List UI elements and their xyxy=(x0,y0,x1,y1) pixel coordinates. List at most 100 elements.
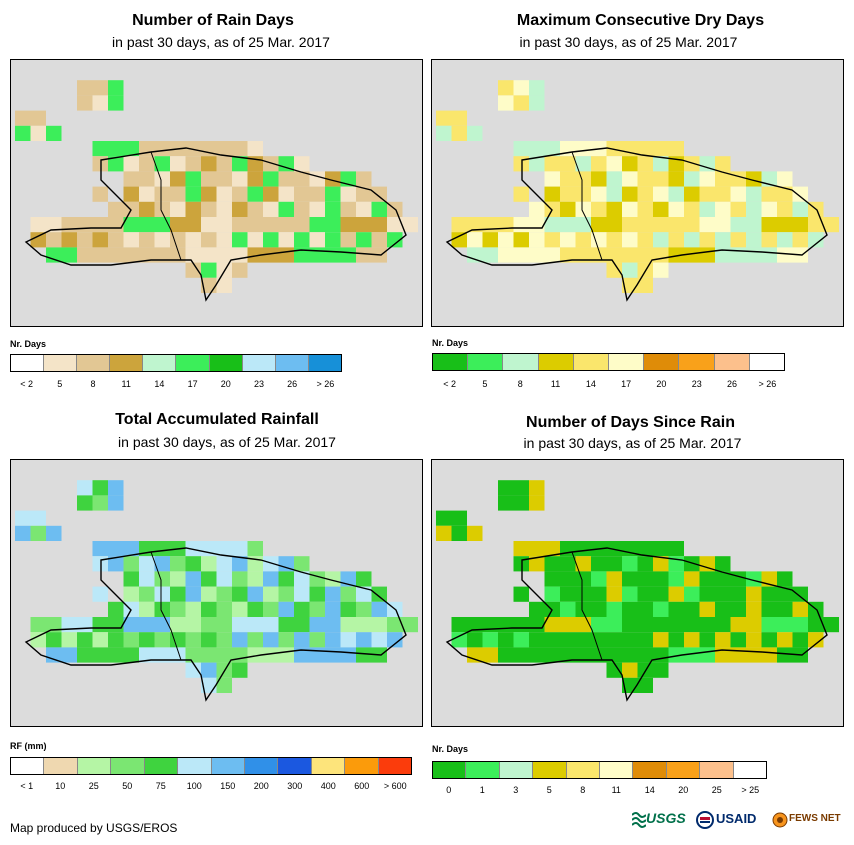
map-cell xyxy=(653,632,669,648)
map-cell xyxy=(154,156,170,172)
map-cell xyxy=(591,556,607,572)
map-cell xyxy=(170,647,186,663)
country-border xyxy=(150,551,191,661)
map-cell xyxy=(513,186,529,202)
map-cell xyxy=(30,525,46,541)
map-cell xyxy=(325,601,341,617)
map-cell xyxy=(792,601,808,617)
legend-swatch xyxy=(573,354,610,370)
map-cell xyxy=(77,217,93,233)
map-cell xyxy=(699,247,715,263)
legend-swatch xyxy=(144,758,179,774)
map-cell xyxy=(309,247,325,263)
legend-label: 11 xyxy=(611,785,621,795)
legend-label: 300 xyxy=(287,781,303,791)
map-cell xyxy=(216,556,232,572)
map-cell xyxy=(560,217,576,233)
map-cell xyxy=(575,217,591,233)
map-cell xyxy=(451,617,467,633)
map-cell xyxy=(247,247,263,263)
map-cell xyxy=(77,247,93,263)
map-cell xyxy=(606,647,622,663)
panel-subtitle-rain-days: in past 30 days, as of 25 Mar. 2017 xyxy=(112,34,330,50)
map-cell xyxy=(575,232,591,248)
map-cell xyxy=(340,247,356,263)
map-cell xyxy=(575,156,591,172)
map-cell xyxy=(606,217,622,233)
map-cell xyxy=(216,247,232,263)
map-cell xyxy=(185,262,201,278)
map-cell xyxy=(715,171,731,187)
map-cell xyxy=(294,647,310,663)
map-cell xyxy=(777,586,793,602)
map-cell xyxy=(201,171,217,187)
legend-label: 200 xyxy=(253,781,269,791)
map-cell xyxy=(529,95,545,111)
map-cell xyxy=(154,171,170,187)
map-cell xyxy=(30,110,46,126)
legend-label: 25 xyxy=(711,785,722,795)
map-cell xyxy=(482,632,498,648)
map-cell xyxy=(340,186,356,202)
map-cell xyxy=(684,601,700,617)
map-cell xyxy=(684,647,700,663)
map-cell xyxy=(498,495,514,511)
legend-swatch xyxy=(275,355,309,371)
map-cell xyxy=(637,556,653,572)
map-cell xyxy=(529,647,545,663)
map-cell xyxy=(668,171,684,187)
map-cell xyxy=(92,556,108,572)
map-cell xyxy=(792,617,808,633)
coastline xyxy=(24,147,407,302)
map-cell xyxy=(294,156,310,172)
map-cell xyxy=(777,617,793,633)
map-grid-dry-days xyxy=(436,80,839,302)
map-cell xyxy=(185,156,201,172)
map-cell xyxy=(467,525,483,541)
map-cell xyxy=(792,586,808,602)
map-cell xyxy=(325,571,341,587)
map-cell xyxy=(15,525,31,541)
map-cell xyxy=(668,571,684,587)
map-cell xyxy=(139,217,155,233)
legend-label: 25 xyxy=(88,781,99,791)
map-cell xyxy=(513,556,529,572)
map-cell xyxy=(216,277,232,293)
map-cell xyxy=(668,632,684,648)
map-cell xyxy=(216,156,232,172)
map-cell xyxy=(216,617,232,633)
map-cell xyxy=(309,171,325,187)
map-cell xyxy=(498,80,514,96)
map-cell xyxy=(247,632,263,648)
map-cell xyxy=(591,632,607,648)
map-cell xyxy=(232,217,248,233)
map-cell xyxy=(606,186,622,202)
map-cell xyxy=(761,617,777,633)
map-cell xyxy=(761,647,777,663)
map-cell xyxy=(309,232,325,248)
map-cell xyxy=(560,601,576,617)
coastline xyxy=(445,147,828,302)
map-cell xyxy=(792,232,808,248)
map-cell xyxy=(622,156,638,172)
map-cell xyxy=(513,80,529,96)
legend-label: 8 xyxy=(580,785,586,795)
map-cell xyxy=(684,586,700,602)
legend-label: > 26 xyxy=(758,379,777,389)
map-cell xyxy=(263,617,279,633)
map-cell xyxy=(498,647,514,663)
map-cell xyxy=(715,617,731,633)
map-cell xyxy=(123,156,139,172)
map-cell xyxy=(185,662,201,678)
usgs-wave-icon xyxy=(632,812,646,828)
map-cell xyxy=(61,232,77,248)
map-cell xyxy=(294,632,310,648)
legend-swatch xyxy=(278,758,312,774)
map-cell xyxy=(325,171,341,187)
map-cell xyxy=(325,617,341,633)
map-cell xyxy=(544,186,560,202)
map-cell xyxy=(263,201,279,217)
map-cell xyxy=(232,171,248,187)
map-cell xyxy=(560,201,576,217)
map-cell xyxy=(606,247,622,263)
